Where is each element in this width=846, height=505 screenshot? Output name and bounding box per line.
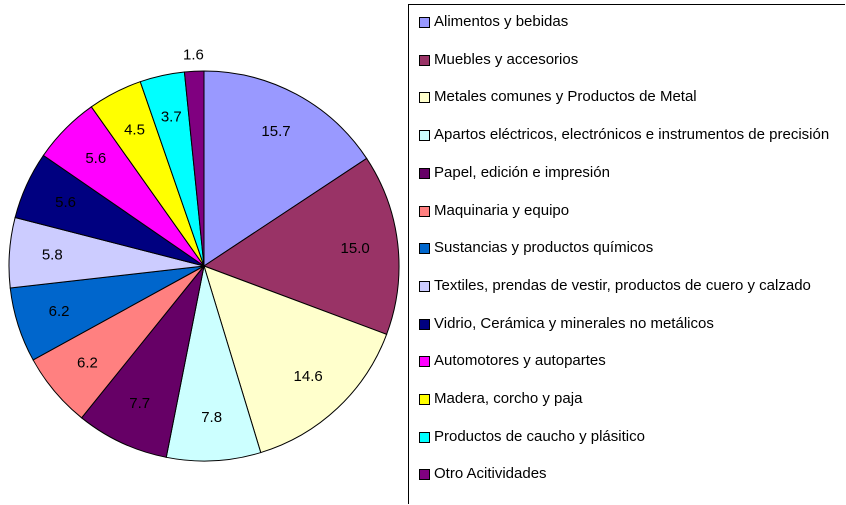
- pie-slice: [203, 265, 388, 454]
- data-label: 5.6: [85, 150, 106, 167]
- data-label: 15.0: [341, 240, 370, 257]
- legend-swatch: [419, 318, 430, 330]
- legend-item: Alimentos y bebidas: [419, 13, 844, 30]
- data-label: 5.8: [42, 246, 63, 263]
- legend-swatch: [419, 356, 430, 368]
- legend-label: Alimentos y bebidas: [434, 13, 569, 30]
- data-label: 7.8: [201, 409, 222, 426]
- legend-label: Sustancias y productos químicos: [434, 239, 654, 257]
- pie-slice: [203, 70, 368, 267]
- legend-swatch: [419, 17, 430, 28]
- legend-swatch: [419, 130, 430, 142]
- legend-label: Vidrio, Cerámica y minerales no metálico…: [434, 314, 714, 332]
- legend-label: Papel, edición e impresión: [434, 163, 610, 181]
- legend-item: Sustancias y productos químicos: [419, 239, 844, 257]
- legend-label: Madera, corcho y paja: [434, 390, 583, 407]
- data-label: 14.6: [294, 368, 323, 385]
- data-label: 7.7: [129, 395, 150, 412]
- legend-label: Productos de caucho y plásitico: [434, 427, 645, 445]
- legend-item: Textiles, prendas de vestir, productos d…: [419, 276, 844, 294]
- data-label: 15.7: [261, 123, 290, 140]
- legend-item: Muebles y accesorios: [419, 50, 844, 68]
- legend-swatch: [419, 167, 430, 179]
- legend-swatch: [419, 243, 430, 255]
- legend-label: Metales comunes y Productos de Metal: [434, 88, 697, 106]
- data-label: 3.7: [161, 108, 182, 125]
- legend-item: Apartos eléctricos, electrónicos e instr…: [419, 126, 844, 144]
- pie-slice: [80, 265, 205, 458]
- legend-swatch: [419, 92, 430, 104]
- legend-item: Papel, edición e impresión: [419, 163, 844, 181]
- legend-swatch: [419, 394, 430, 405]
- legend-label: Muebles y accesorios: [434, 50, 579, 68]
- legend-item: Maquinaria y equipo: [419, 201, 844, 219]
- data-label: 4.5: [124, 122, 145, 139]
- legend: Alimentos y bebidas Muebles y accesorios M…: [408, 4, 845, 504]
- pie-slice: [183, 70, 205, 267]
- data-label: 5.6: [55, 194, 76, 211]
- legend-item: Madera, corcho y paja: [419, 390, 844, 407]
- legend-label: Automotores y autopartes: [434, 352, 606, 370]
- legend-item: Automotores y autopartes: [419, 352, 844, 370]
- legend-label: Otro Acitividades: [434, 465, 547, 483]
- legend-label: Textiles, prendas de vestir, productos d…: [434, 276, 811, 294]
- pie-slice: [165, 265, 262, 462]
- legend-item: Metales comunes y Productos de Metal: [419, 88, 844, 106]
- legend-item: Vidrio, Cerámica y minerales no metálico…: [419, 314, 844, 332]
- legend-label: Maquinaria y equipo: [434, 201, 570, 219]
- pie-slice: [202, 157, 400, 335]
- pie-area: 15.7 15.0 14.6 7.8 7.7 6.2 6.2 5.8 5.6 5.6 4.5 3.7 1…: [8, 47, 400, 462]
- data-label: 6.2: [49, 303, 70, 320]
- data-label: 6.2: [77, 355, 98, 372]
- data-label: 1.6: [183, 47, 204, 64]
- legend-label: Apartos eléctricos, electrónicos e instr…: [434, 126, 830, 144]
- legend-swatch: [419, 431, 430, 443]
- legend-swatch: [419, 469, 430, 481]
- legend-swatch: [419, 280, 430, 292]
- legend-swatch: [419, 54, 430, 66]
- legend-item: Productos de caucho y plásitico: [419, 427, 844, 445]
- legend-item: Otro Acitividades: [419, 465, 844, 483]
- legend-swatch: [419, 205, 430, 217]
